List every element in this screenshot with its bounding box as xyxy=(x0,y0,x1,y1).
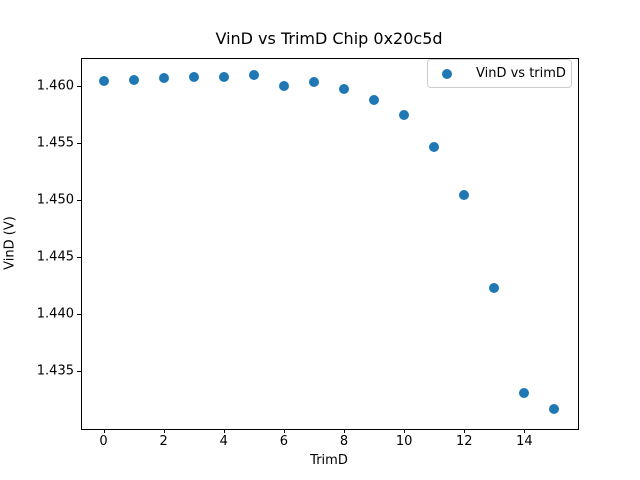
y-tick-label: 1.450 xyxy=(36,192,74,208)
data-point xyxy=(429,141,440,152)
y-axis-label: VinD (V) xyxy=(2,216,18,270)
x-tick-label: 0 xyxy=(99,434,108,449)
y-tick-label: 1.440 xyxy=(36,306,74,322)
x-tick xyxy=(344,429,346,433)
plot-area xyxy=(81,58,579,430)
x-tick-label: 2 xyxy=(159,434,168,449)
x-axis-label: TrimD xyxy=(310,453,348,468)
x-tick-label: 12 xyxy=(455,434,473,449)
data-point xyxy=(369,95,380,106)
legend: VinD vs trimD xyxy=(427,59,572,88)
y-tick xyxy=(77,257,81,259)
y-tick xyxy=(77,86,81,88)
data-point xyxy=(339,83,350,94)
x-tick-label: 14 xyxy=(516,434,533,449)
data-point xyxy=(248,70,259,81)
chart-title: VinD vs TrimD Chip 0x20c5d xyxy=(215,29,443,48)
y-tick-label: 1.435 xyxy=(36,363,74,379)
data-point xyxy=(519,387,530,398)
y-tick-label: 1.455 xyxy=(36,135,74,151)
x-tick xyxy=(404,429,406,433)
x-tick-label: 8 xyxy=(339,434,349,449)
y-tick-label: 1.445 xyxy=(36,249,74,265)
x-tick xyxy=(524,429,526,433)
legend-label: VinD vs trimD xyxy=(476,66,566,81)
x-tick-label: 6 xyxy=(279,434,289,449)
data-point xyxy=(218,72,229,83)
y-tick-label: 1.460 xyxy=(36,78,74,94)
x-tick xyxy=(223,429,225,433)
x-tick xyxy=(163,429,165,433)
x-tick xyxy=(464,429,466,433)
y-tick xyxy=(77,314,81,316)
data-point xyxy=(98,75,109,86)
scatter-marker-icon xyxy=(442,68,452,79)
x-tick xyxy=(283,429,285,433)
data-point xyxy=(399,109,410,120)
y-tick xyxy=(77,200,81,202)
data-point xyxy=(128,74,139,85)
data-point xyxy=(158,73,169,84)
x-tick xyxy=(103,429,105,433)
data-point xyxy=(459,189,470,200)
y-tick xyxy=(77,143,81,145)
x-tick-label: 4 xyxy=(219,434,228,449)
data-point xyxy=(308,76,319,87)
data-point xyxy=(489,282,500,293)
data-point xyxy=(188,72,199,83)
y-tick xyxy=(77,371,81,373)
data-point xyxy=(549,403,560,414)
data-point xyxy=(278,81,289,92)
x-tick-label: 10 xyxy=(395,434,413,449)
